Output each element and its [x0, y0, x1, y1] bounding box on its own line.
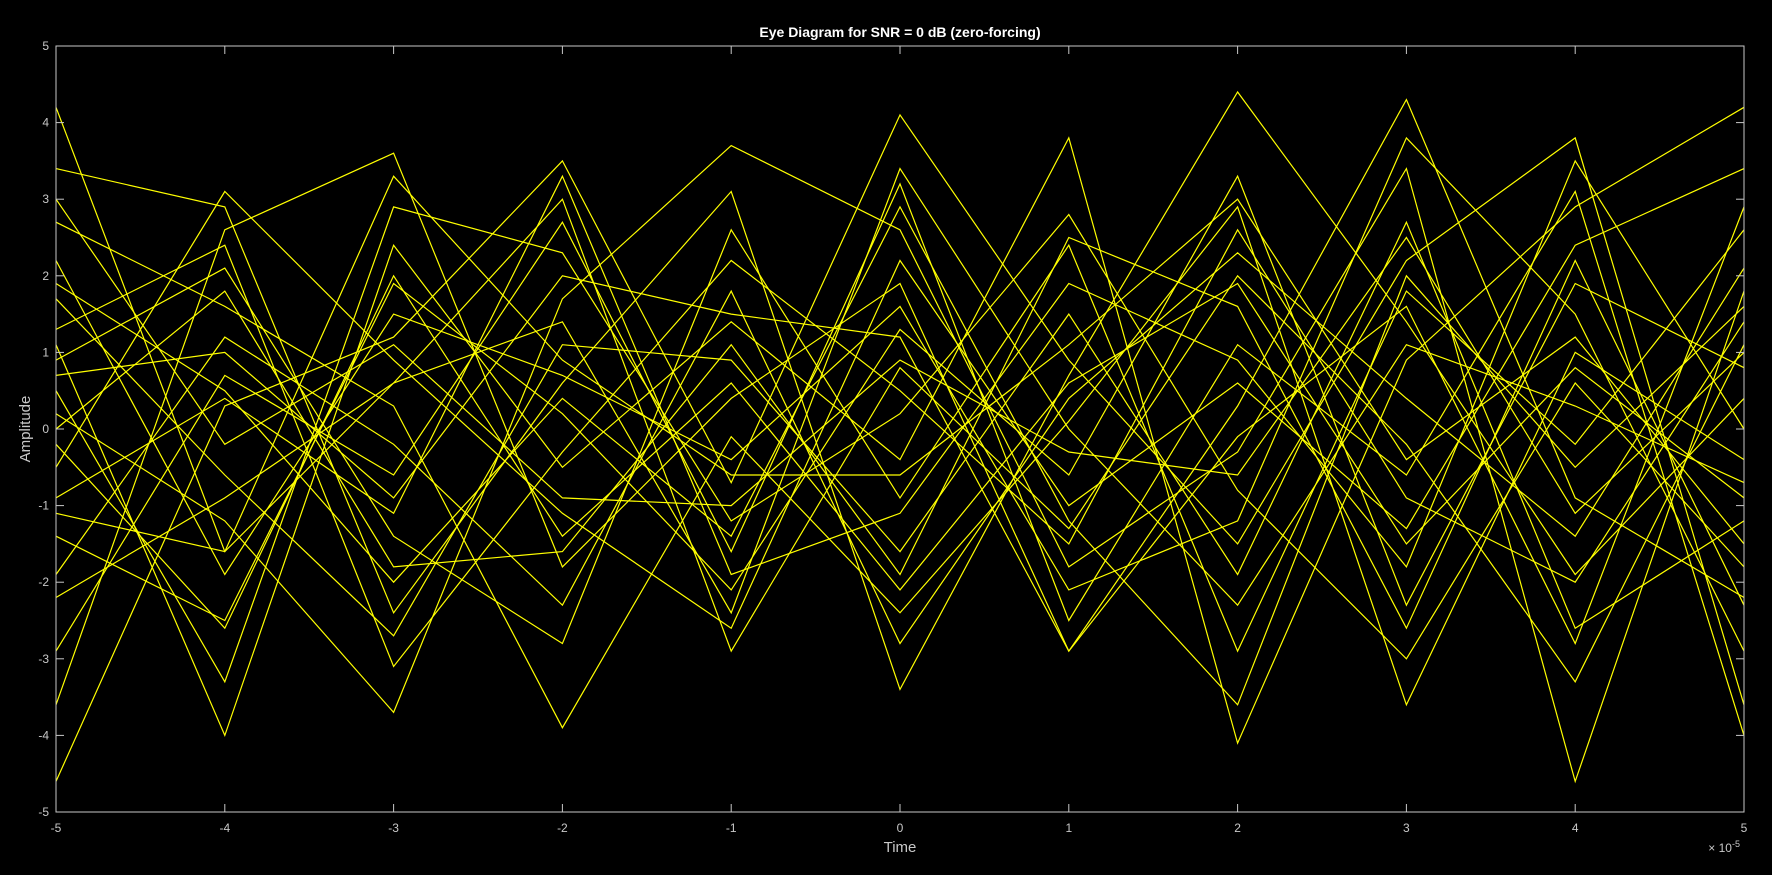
y-tick-label: -5: [38, 805, 49, 819]
eye-trace-12: [55, 168, 1745, 630]
y-tick-label: 4: [42, 116, 49, 130]
chart-title: Eye Diagram for SNR = 0 dB (zero-forcing…: [759, 24, 1040, 40]
eye-trace-18: [55, 167, 1745, 615]
y-tick-label: 0: [42, 422, 49, 436]
y-axis-label: Amplitude: [17, 396, 34, 463]
eye-trace-9: [55, 228, 1745, 653]
eye-trace-4: [55, 113, 1745, 782]
x-axis-exponent-power: -5: [1732, 839, 1740, 849]
y-tick-label: -2: [38, 575, 49, 589]
eye-trace-6: [55, 144, 1745, 784]
eye-trace-7: [55, 205, 1745, 729]
x-tick-label: -1: [726, 821, 737, 835]
x-axis-exponent: × 10-5: [1708, 839, 1740, 855]
eye-trace-10: [55, 174, 1745, 622]
eye-trace-24: [55, 205, 1745, 706]
x-tick-label: 0: [897, 821, 904, 835]
x-tick-label: 3: [1403, 821, 1410, 835]
y-axis-ticks: -5 -4 -3 -2 -1 0 1 2 3 4 5: [38, 39, 1744, 819]
y-tick-label: 1: [42, 345, 49, 359]
eye-trace-8: [55, 182, 1745, 736]
eye-trace-22: [55, 206, 1745, 653]
y-tick-label: -4: [38, 728, 49, 742]
eye-trace-2: [55, 90, 1745, 691]
y-tick-label: 5: [42, 39, 49, 53]
x-tick-label: 1: [1065, 821, 1072, 835]
x-tick-label: -4: [219, 821, 230, 835]
eye-trace-20: [55, 198, 1745, 515]
x-tick-label: -3: [388, 821, 399, 835]
x-axis-exponent-base: × 10: [1708, 841, 1732, 855]
x-axis-ticks: -5 -4 -3 -2 -1 0 1 2 3 4 5: [51, 46, 1748, 835]
x-tick-label: 2: [1234, 821, 1241, 835]
y-tick-label: -1: [38, 499, 49, 513]
eye-trace-13: [55, 206, 1745, 684]
eye-trace-1: [55, 107, 1745, 683]
eye-trace-17: [55, 228, 1745, 668]
x-tick-label: -2: [557, 821, 568, 835]
x-tick-label: 4: [1572, 821, 1579, 835]
eye-trace-15: [55, 136, 1745, 652]
y-tick-label: 2: [42, 269, 49, 283]
plot-background: [56, 46, 1744, 812]
y-tick-label: -3: [38, 652, 49, 666]
eye-trace-19: [55, 236, 1745, 630]
y-tick-label: 3: [42, 192, 49, 206]
eye-trace-14: [55, 252, 1745, 645]
eye-trace-11: [55, 220, 1745, 637]
x-tick-label: -5: [51, 821, 62, 835]
eye-traces: [55, 90, 1745, 784]
x-axis-label: Time: [884, 839, 917, 856]
x-tick-label: 5: [1741, 821, 1748, 835]
eye-trace-23: [55, 274, 1745, 630]
eye-trace-3: [55, 98, 1745, 706]
